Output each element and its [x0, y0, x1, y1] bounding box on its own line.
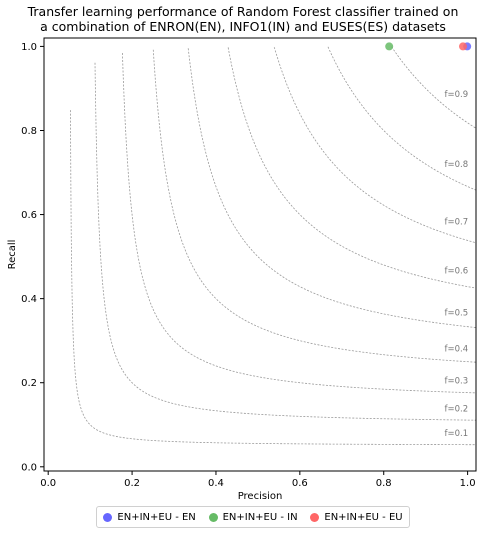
legend-marker	[103, 512, 113, 522]
legend-marker	[310, 512, 320, 522]
y-tick-label: 0.4	[21, 294, 37, 305]
iso-f1-label: f=0.2	[445, 404, 469, 414]
data-point	[458, 42, 467, 51]
x-axis-label: Precision	[238, 491, 283, 502]
x-tick-label: 0.4	[208, 478, 224, 489]
iso-f1-curve	[273, 46, 476, 244]
y-tick-label: 0.8	[21, 126, 37, 137]
chart-title: Transfer learning performance of Random …	[0, 4, 486, 34]
x-tick-label: 0.0	[40, 478, 56, 489]
iso-f1-label: f=0.1	[445, 429, 469, 439]
legend-marker	[208, 512, 218, 522]
chart-title-line-2: a combination of ENRON(EN), INFO1(IN) an…	[40, 19, 446, 34]
iso-f1-curve	[327, 46, 476, 191]
x-tick-label: 0.8	[376, 478, 392, 489]
iso-f1-label: f=0.5	[445, 308, 469, 318]
data-point	[385, 42, 394, 51]
legend-label: EN+IN+EU - EN	[117, 511, 196, 523]
y-tick-label: 1.0	[21, 42, 37, 53]
axes-frame	[43, 37, 477, 472]
iso-f1-label: f=0.8	[445, 160, 469, 170]
chart-title-line-1: Transfer learning performance of Random …	[27, 4, 459, 19]
legend-item: EN+IN+EU - EU	[310, 511, 403, 523]
x-tick-label: 0.2	[124, 478, 140, 489]
iso-f1-curve	[187, 48, 476, 328]
iso-f1-curve	[70, 110, 476, 446]
legend-label: EN+IN+EU - IN	[222, 511, 298, 523]
x-tick-label: 1.0	[460, 478, 476, 489]
y-tick-label: 0.2	[21, 378, 37, 389]
iso-f1-label: f=0.3	[445, 376, 469, 386]
legend-item: EN+IN+EU - IN	[208, 511, 298, 523]
iso-f1-label: f=0.6	[445, 267, 469, 277]
y-tick-label: 0.0	[21, 462, 37, 473]
y-axis-label: Recall	[7, 240, 18, 270]
legend-item: EN+IN+EU - EN	[103, 511, 196, 523]
legend: EN+IN+EU - EN EN+IN+EU - IN EN+IN+EU - EU	[96, 506, 410, 528]
iso-f1-label: f=0.4	[445, 345, 469, 355]
y-tick-label: 0.6	[21, 210, 37, 221]
iso-f1-label: f=0.7	[445, 218, 469, 228]
iso-f1-curve	[94, 62, 476, 421]
legend-label: EN+IN+EU - EU	[324, 511, 403, 523]
iso-f1-label: f=0.9	[445, 90, 469, 100]
iso-f1-curve	[122, 53, 476, 394]
x-tick-label: 0.6	[292, 478, 308, 489]
iso-f1-curve	[391, 46, 476, 129]
iso-f1-curve	[152, 49, 476, 363]
iso-f1-curve	[227, 47, 476, 289]
